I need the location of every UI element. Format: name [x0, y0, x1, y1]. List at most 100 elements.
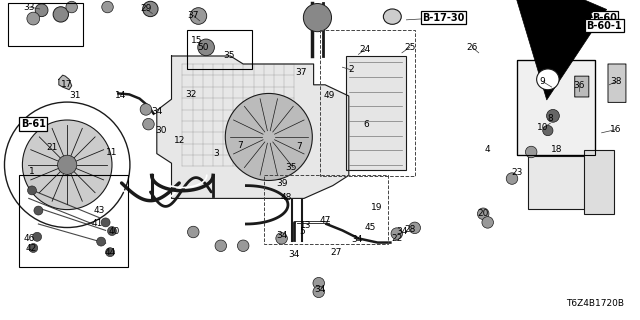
- Text: 32: 32: [185, 90, 196, 99]
- Circle shape: [101, 218, 110, 227]
- Circle shape: [477, 208, 489, 220]
- Text: 41: 41: [92, 219, 103, 228]
- Circle shape: [482, 217, 493, 228]
- Text: 40: 40: [108, 228, 120, 236]
- Text: 22: 22: [391, 234, 403, 243]
- Text: 7: 7: [297, 142, 302, 151]
- Text: 50: 50: [198, 43, 209, 52]
- Text: 37: 37: [188, 11, 199, 20]
- Bar: [187, 30, 252, 69]
- Text: FR.: FR.: [577, 8, 599, 21]
- Circle shape: [188, 226, 199, 238]
- Text: 26: 26: [467, 43, 478, 52]
- Circle shape: [198, 39, 214, 56]
- Circle shape: [391, 228, 403, 239]
- Text: 31: 31: [70, 91, 81, 100]
- Text: 47: 47: [319, 216, 331, 225]
- Circle shape: [33, 232, 42, 241]
- Bar: [19, 175, 128, 267]
- Bar: [528, 156, 589, 209]
- Text: 34: 34: [396, 228, 408, 236]
- Text: 2: 2: [348, 65, 353, 74]
- Text: 42: 42: [25, 244, 36, 253]
- Text: 1: 1: [29, 167, 35, 176]
- Text: 18: 18: [551, 145, 563, 154]
- Text: 29: 29: [140, 4, 152, 13]
- Circle shape: [409, 222, 420, 234]
- Circle shape: [140, 104, 152, 115]
- Text: 10: 10: [537, 124, 548, 132]
- Text: 11: 11: [106, 148, 118, 157]
- Text: 28: 28: [404, 225, 415, 234]
- Text: 37: 37: [295, 68, 307, 77]
- Circle shape: [506, 173, 518, 184]
- Text: 45: 45: [364, 223, 376, 232]
- Text: 5: 5: [300, 227, 305, 236]
- Circle shape: [313, 277, 324, 289]
- Ellipse shape: [383, 9, 401, 24]
- Text: 35: 35: [285, 164, 297, 172]
- Bar: [517, 60, 595, 155]
- Text: 3: 3: [214, 149, 219, 158]
- Bar: [8, 3, 83, 46]
- Polygon shape: [59, 75, 72, 90]
- Text: 13: 13: [300, 221, 311, 230]
- Text: 44: 44: [104, 248, 116, 257]
- Text: 34: 34: [289, 250, 300, 259]
- FancyBboxPatch shape: [608, 64, 626, 102]
- Circle shape: [34, 206, 43, 215]
- Text: 36: 36: [573, 81, 585, 90]
- Bar: [320, 30, 415, 176]
- Text: 34: 34: [276, 231, 287, 240]
- Text: B-17-30: B-17-30: [422, 12, 465, 23]
- Circle shape: [237, 240, 249, 252]
- Text: 21: 21: [47, 143, 58, 152]
- Circle shape: [276, 233, 287, 244]
- Circle shape: [215, 240, 227, 252]
- Text: 38: 38: [610, 77, 621, 86]
- Text: 9: 9: [540, 77, 545, 86]
- Text: 16: 16: [610, 125, 621, 134]
- Text: 46: 46: [24, 234, 35, 243]
- Polygon shape: [157, 56, 349, 198]
- Text: 33: 33: [24, 3, 35, 12]
- Text: 34: 34: [314, 285, 326, 294]
- Text: 8: 8: [548, 114, 553, 123]
- Text: 34: 34: [351, 235, 363, 244]
- Circle shape: [58, 155, 77, 174]
- Text: 27: 27: [330, 248, 342, 257]
- Circle shape: [225, 93, 312, 180]
- Text: 30: 30: [156, 126, 167, 135]
- Text: 49: 49: [324, 91, 335, 100]
- Circle shape: [22, 120, 112, 210]
- Circle shape: [29, 244, 38, 252]
- Text: 48: 48: [281, 193, 292, 202]
- Text: 15: 15: [191, 36, 203, 45]
- Circle shape: [543, 125, 553, 136]
- Circle shape: [313, 286, 324, 298]
- Circle shape: [547, 109, 559, 122]
- Text: T6Z4B1720B: T6Z4B1720B: [566, 299, 624, 308]
- Text: 20: 20: [477, 209, 489, 218]
- Text: B-60-1: B-60-1: [586, 20, 622, 31]
- Circle shape: [143, 1, 158, 17]
- Bar: [517, 60, 595, 155]
- Text: 4: 4: [485, 145, 490, 154]
- Text: 25: 25: [404, 43, 416, 52]
- Circle shape: [143, 118, 154, 130]
- Circle shape: [303, 4, 332, 32]
- Circle shape: [106, 248, 115, 257]
- Text: 17: 17: [61, 80, 73, 89]
- Text: 43: 43: [93, 206, 105, 215]
- Circle shape: [66, 1, 77, 13]
- Bar: [264, 175, 388, 244]
- Circle shape: [525, 146, 537, 158]
- Text: B-61: B-61: [21, 119, 45, 129]
- Text: B-60: B-60: [592, 12, 616, 23]
- Bar: [584, 150, 614, 214]
- Circle shape: [35, 4, 48, 17]
- Text: 7: 7: [237, 141, 243, 150]
- Circle shape: [102, 1, 113, 13]
- Circle shape: [108, 227, 116, 236]
- Text: 19: 19: [371, 203, 382, 212]
